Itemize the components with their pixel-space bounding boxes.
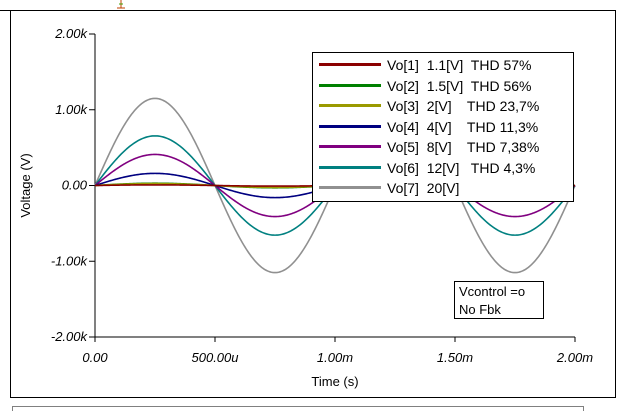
legend-item: Vo[5] 8[V] THD 7,38% [313,137,573,157]
x-axis-title: Time (s) [311,374,358,389]
bottom-panel [12,406,584,411]
legend-label: Vo[1] 1.1[V] THD 57% [387,57,532,73]
legend-label: Vo[5] 8[V] THD 7,38% [387,139,540,155]
legend-item: Vo[7] 20[V] [313,178,573,198]
y-tick-label: 1.00k [55,102,88,117]
legend-item: Vo[6] 12[V] THD 4,3% [313,158,573,178]
frame-right-border [615,10,616,398]
probe-icon [117,0,125,9]
legend-item: Vo[2] 1.5[V] THD 56% [313,76,573,96]
y-tick-label: -2.00k [51,329,89,344]
frame-bottom-border [10,397,616,398]
y-tick-label: -1.00k [51,253,89,268]
x-tick-label: 500.00u [192,350,239,365]
x-tick-label: 1.50m [437,350,473,365]
legend-swatch [319,165,381,169]
legend-label: Vo[2] 1.5[V] THD 56% [387,77,532,94]
legend-swatch [319,145,381,148]
legend-item: Vo[4] 4[V] THD 11,3% [313,117,573,137]
legend-label: Vo[3] 2[V] THD 23,7% [387,98,540,114]
frame-left-border [10,10,11,398]
annotation-line-1: Vcontrol =o [459,284,526,299]
legend-swatch [319,63,381,66]
chart-legend: Vo[1] 1.1[V] THD 57% Vo[2] 1.5[V] THD 56%… [312,52,574,202]
legend-swatch [319,124,381,128]
frame-top-border [0,10,616,11]
legend-label: Vo[7] 20[V] [387,180,460,196]
x-tick-label: 0.00 [82,350,108,365]
x-tick-label: 2.00m [556,350,593,365]
y-tick-label: 0.00 [62,178,88,193]
legend-swatch [319,83,381,87]
legend-swatch [319,186,381,189]
legend-item: Vo[3] 2[V] THD 23,7% [313,96,573,116]
legend-item: Vo[1] 1.1[V] THD 57% [313,55,573,75]
annotation-box: Vcontrol =o No Fbk [454,281,544,319]
y-tick-label: 2.00k [54,26,88,41]
legend-label: Vo[4] 4[V] THD 11,3% [387,118,539,135]
annotation-line-2: No Fbk [459,302,501,317]
y-axis-title: Voltage (V) [18,153,33,217]
x-tick-label: 1.00m [317,350,353,365]
legend-label: Vo[6] 12[V] THD 4,3% [387,159,536,176]
legend-swatch [319,104,381,107]
